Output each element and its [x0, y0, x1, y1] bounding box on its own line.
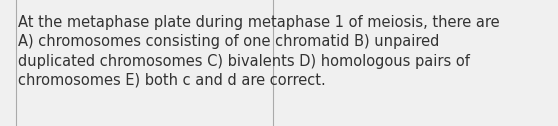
- Text: At the metaphase plate during metaphase 1 of meiosis, there are
A) chromosomes c: At the metaphase plate during metaphase …: [18, 15, 499, 88]
